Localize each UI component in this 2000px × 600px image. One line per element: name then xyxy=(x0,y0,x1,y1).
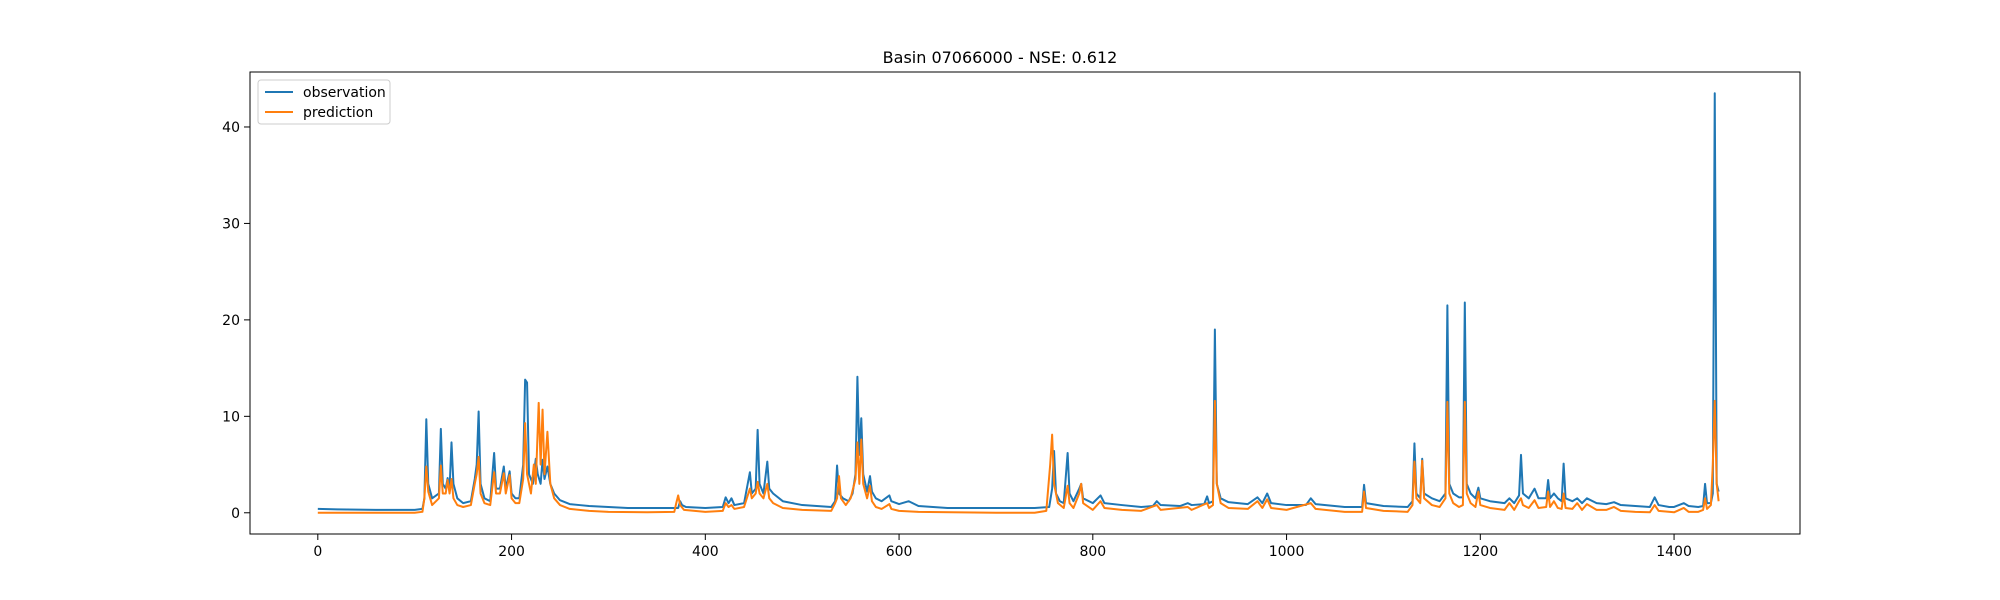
legend: observation prediction xyxy=(257,79,391,125)
y-tick-label: 10 xyxy=(222,409,240,425)
x-tick-label: 0 xyxy=(313,544,322,560)
x-tick-label: 1200 xyxy=(1462,544,1498,560)
x-tick-label: 1400 xyxy=(1656,544,1692,560)
axes-frame xyxy=(249,71,1801,535)
series-line-prediction xyxy=(317,399,1720,514)
y-tick-label: 30 xyxy=(222,216,240,232)
legend-label-observation: observation xyxy=(303,85,386,101)
x-tick-label: 1000 xyxy=(1269,544,1305,560)
x-tick-label: 800 xyxy=(1079,544,1106,560)
y-tick-label: 0 xyxy=(231,506,240,522)
x-tick-label: 200 xyxy=(498,544,525,560)
plot-area xyxy=(317,92,1720,514)
x-tick-label: 600 xyxy=(886,544,913,560)
y-tick-label: 20 xyxy=(222,313,240,329)
y-axis: 0 10 20 30 40 xyxy=(222,120,250,522)
chart-title: Basin 07066000 - NSE: 0.612 xyxy=(883,48,1118,67)
x-axis: 0 200 400 600 800 1000 1200 1400 xyxy=(313,534,1692,560)
y-tick-label: 40 xyxy=(222,120,240,136)
x-tick-label: 400 xyxy=(692,544,719,560)
legend-label-prediction: prediction xyxy=(303,105,373,121)
